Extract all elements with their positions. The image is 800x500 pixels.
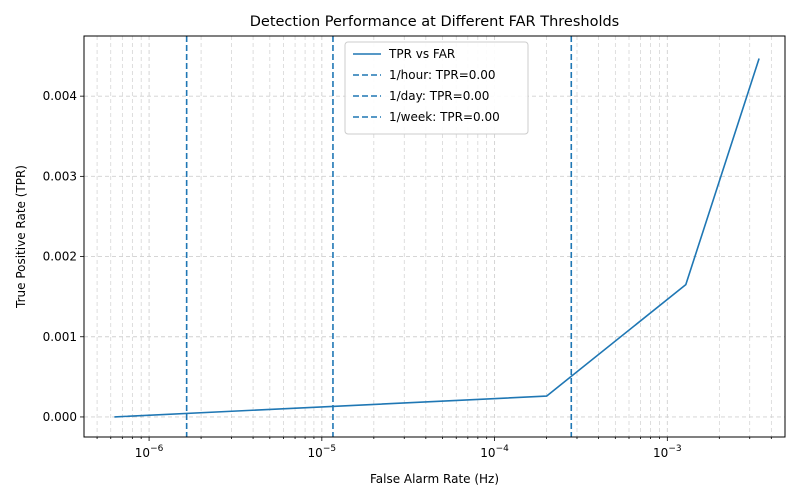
legend-label: 1/hour: TPR=0.00 xyxy=(389,68,496,82)
legend: TPR vs FAR 1/hour: TPR=0.00 1/day: TPR=0.0… xyxy=(344,41,529,135)
legend-label: TPR vs FAR xyxy=(388,47,455,61)
y-axis-ticks: 0.000 0.001 0.002 0.003 0.004 xyxy=(43,89,84,424)
legend-box xyxy=(344,41,529,135)
legend-label: 1/week: TPR=0.00 xyxy=(389,110,500,124)
y-tick-label: 0.000 xyxy=(43,410,77,424)
series-layer xyxy=(114,58,760,418)
y-tick-label: 0.003 xyxy=(43,169,77,183)
x-axis-ticks: 10−6 10−5 10−4 10−3 xyxy=(96,437,772,460)
series-line xyxy=(114,58,760,418)
y-tick-label: 0.001 xyxy=(43,330,77,344)
threshold-lines-layer xyxy=(185,36,573,437)
y-tick-label: 0.004 xyxy=(43,89,77,103)
x-tick-label: 10−5 xyxy=(308,444,337,460)
chart-title: Detection Performance at Different FAR T… xyxy=(250,14,620,30)
x-tick-label: 10−6 xyxy=(135,444,164,460)
x-tick-label: 10−3 xyxy=(653,444,682,460)
x-axis-title: False Alarm Rate (Hz) xyxy=(370,472,499,486)
y-axis-title: True Positive Rate (TPR) xyxy=(14,165,28,309)
y-tick-label: 0.002 xyxy=(43,250,77,264)
legend-label: 1/day: TPR=0.00 xyxy=(389,89,489,103)
x-tick-label: 10−4 xyxy=(480,444,509,460)
plot-area-frame xyxy=(83,35,786,438)
